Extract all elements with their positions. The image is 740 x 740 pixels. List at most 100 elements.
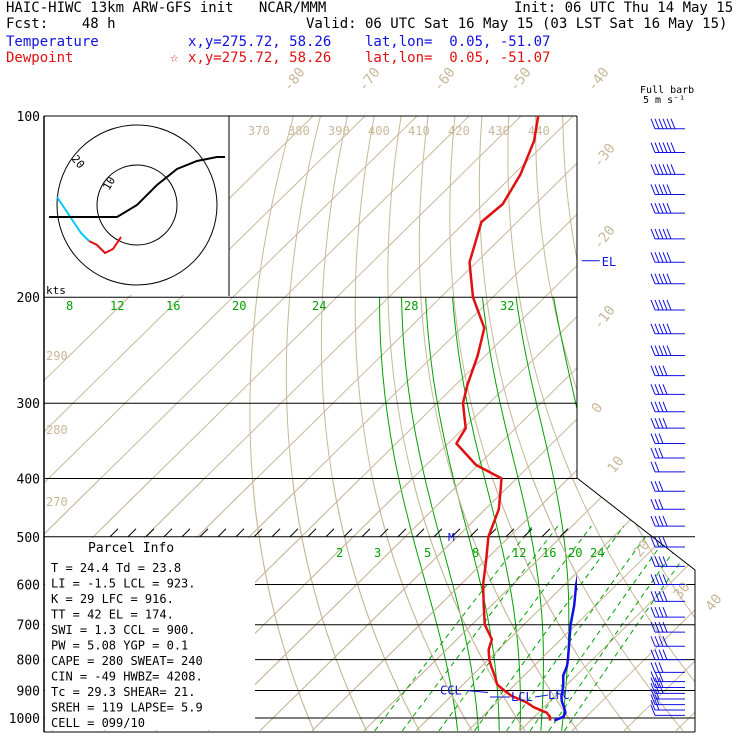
wind-barb-flag [654,323,660,334]
wind-barb-flag [654,417,660,429]
parcel-info-title: Parcel Info [88,541,174,556]
wind-barb-flag [654,252,660,263]
hatch-mark [289,528,299,538]
isotherm-label: 30 [671,579,694,602]
wind-barb-flag [654,142,660,153]
moist-adiabat-label: 12 [110,299,124,313]
wind-barb-flag [654,118,660,129]
wind-barb-flag [650,299,656,311]
pressure-tick-label: 300 [17,397,40,412]
isotherm-line [519,674,577,732]
dry-adiabat-line [643,116,740,731]
wind-barb-flag [650,401,656,412]
temperature-profile [553,573,577,722]
theta-side-label: 270 [46,495,68,509]
hatch-mark [415,528,425,538]
wind-barb-flag [658,556,664,567]
wind-barb-flag [662,118,668,129]
dry-adiabat-line [535,478,695,732]
hatch-mark [397,528,407,538]
mixing-ratio-label: 24 [590,546,604,560]
mixing-ratio-label: 20 [568,546,582,560]
isotherm-label: -10 [591,303,619,333]
wind-barb-flag [650,481,656,492]
dry-adiabat-line [449,478,631,732]
wind-barb-flag [662,417,668,429]
dry-adiabat-line [249,116,315,731]
wind-barb-flag [658,481,664,492]
dry-adiabat-line [724,116,740,731]
moist-adiabat-line [452,297,521,731]
parcel-info-panel [45,538,255,730]
moist-adiabat-label: 16 [166,299,180,313]
pressure-tick-label: 900 [17,684,40,699]
wind-barb-flag [658,323,664,334]
dry-adiabat-line [535,116,577,392]
el-label: EL [602,255,616,269]
hatch-mark [145,528,155,538]
hatch-mark [559,528,569,538]
isotherm-label: -40 [585,65,613,95]
mixing-ratio-label: 8 [472,546,479,560]
parcel-info-row: CIN = -49 HWBZ= 4208. [51,670,203,684]
wind-barb-flag [654,299,660,311]
theta-label: 410 [408,124,430,138]
wind-barb-flag [650,649,656,660]
isotherm-label: 0 [589,400,607,416]
dry-adiabat-line [642,478,695,732]
dry-adiabat-line [387,478,526,732]
isotherm-line [467,478,695,732]
mixing-ratio-line [506,525,654,732]
wind-barb-flag [662,515,668,527]
wind-barb-flag [650,591,656,602]
wind-barb-flag [666,184,672,195]
barb-legend-title: Full barb [640,85,695,96]
parcel-info-row: T = 24.4 Td = 23.8 [51,561,181,575]
lfc-marker [534,694,549,698]
wind-barb-flag [662,536,668,548]
mixing-ratio-line [401,525,559,732]
isotherm-label: -20 [591,223,619,253]
wind-barb-flag [658,447,664,459]
wind-barb-flag [662,228,668,240]
isotherm-line [571,478,695,732]
isotherm-label: 40 [703,591,726,614]
wind-barb-flag [666,228,672,240]
wind-barb-flag [662,273,668,284]
wind-barb-flag [662,621,668,633]
barb-legend-unit: 5 m s⁻¹ [643,95,686,106]
wind-barb-flag [650,273,656,284]
forecast-hour: Fcst: 48 h [6,16,116,32]
wind-barb-flag [662,384,668,395]
wind-barb-flag [666,345,672,356]
isotherm-line [676,116,740,731]
mixing-ratio-line [548,525,693,732]
wind-barb-flag [658,683,664,694]
dry-adiabat-line [285,478,368,732]
moist-adiabat-line [515,297,570,731]
dry-adiabat-line [697,116,740,731]
isotherm-label: 10 [605,453,628,476]
dewpoint-profile [455,116,552,721]
parcel-info-row: LI = -1.5 LCL = 923. [51,577,196,591]
wind-barb-flag [658,164,664,175]
wind-barb-flag [654,677,660,688]
moist-adiabat-label: 24 [312,299,326,313]
isotherm-line [259,478,695,732]
theta-label: 430 [488,124,510,138]
barb-panel-edge [576,477,696,732]
isotherm-label: -60 [431,65,459,95]
wind-barb-flag [654,591,660,602]
pressure-tick-label: 100 [17,110,40,125]
wind-barb-flag [650,574,656,585]
dry-adiabat-line [562,116,577,263]
dry-adiabat-line [670,116,740,731]
temperature-legend: Temperature [6,34,99,50]
hatch-mark [181,528,191,538]
wind-barb-flag [658,574,664,585]
wind-barb-flag [658,365,664,376]
wind-barb-flag [654,683,660,694]
parcel-info-row: SREH = 119 LAPSE= 5.9 [51,701,203,715]
wind-barb-flag [654,662,660,673]
